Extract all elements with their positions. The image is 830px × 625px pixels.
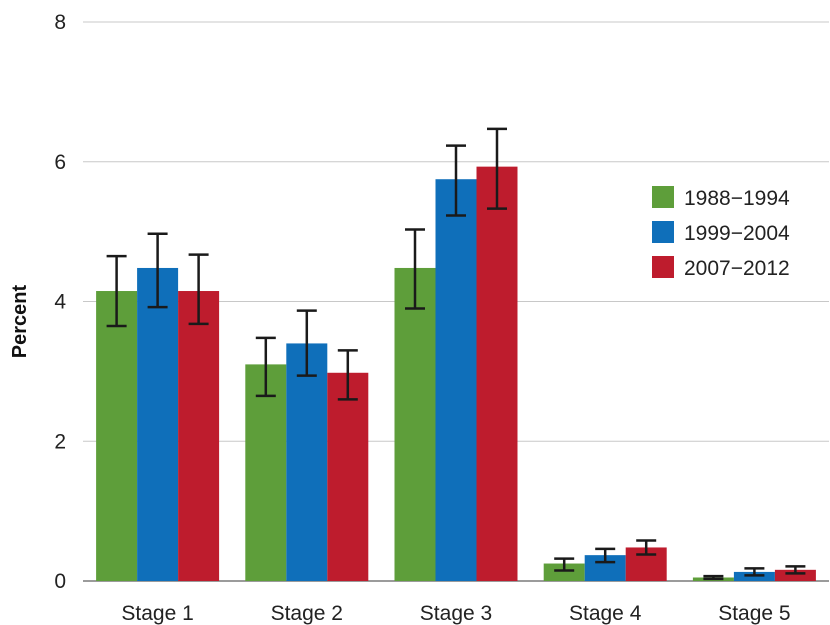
x-category-label: Stage 5 [718, 602, 790, 625]
bar [286, 343, 328, 581]
y-axis-ticks: 0 2 4 6 8 [54, 11, 66, 593]
legend-label: 1999−2004 [684, 222, 790, 245]
y-tick-label: 6 [54, 151, 66, 174]
bar [327, 372, 369, 581]
bar [435, 179, 477, 581]
legend-swatch [652, 221, 674, 243]
x-category-label: Stage 4 [569, 602, 642, 625]
bar [543, 563, 585, 581]
error-bars [106, 127, 806, 581]
bar [476, 166, 518, 582]
bar [245, 364, 287, 581]
bar [774, 569, 816, 581]
x-axis-categories: Stage 1 Stage 2 Stage 3 Stage 4 Stage 5 [121, 602, 790, 625]
x-category-label: Stage 3 [420, 602, 492, 625]
x-category-label: Stage 1 [121, 602, 193, 625]
legend-swatch [652, 186, 674, 208]
bar [394, 267, 436, 581]
bar [137, 267, 179, 581]
legend-label: 2007−2012 [684, 257, 790, 280]
y-tick-label: 4 [54, 291, 66, 314]
legend-swatch [652, 256, 674, 278]
y-tick-label: 8 [54, 11, 66, 34]
x-category-label: Stage 2 [271, 602, 343, 625]
bars [96, 166, 816, 582]
bar [96, 291, 138, 581]
bar [178, 291, 220, 581]
y-tick-label: 2 [54, 430, 66, 453]
y-axis-label: Percent [9, 284, 31, 358]
y-tick-label: 0 [54, 570, 66, 593]
legend-label: 1988−1994 [684, 187, 790, 210]
legend: 1988−1994 1999−2004 2007−2012 [652, 186, 790, 280]
